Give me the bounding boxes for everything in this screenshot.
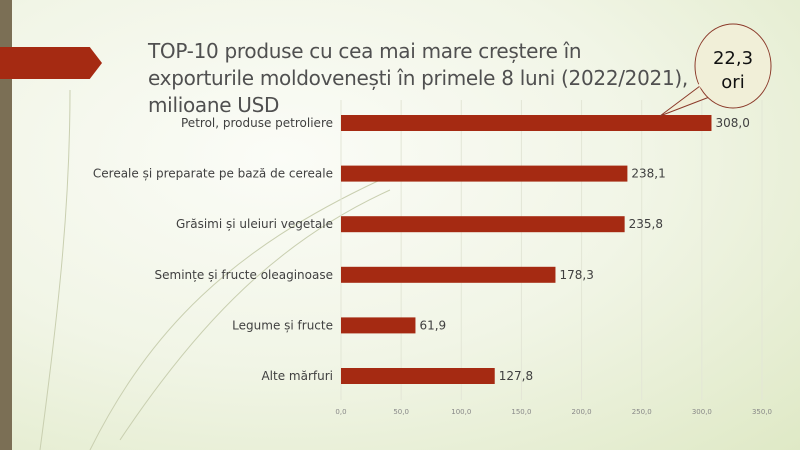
data-label: 178,3 bbox=[559, 268, 593, 282]
x-tick-label: 200,0 bbox=[572, 408, 592, 416]
chart-title: TOP-10 produse cu cea mai mare creștere … bbox=[148, 39, 688, 117]
bar bbox=[341, 317, 416, 334]
x-tick-label: 0,0 bbox=[335, 408, 346, 416]
x-tick-label: 100,0 bbox=[451, 408, 471, 416]
data-label: 235,8 bbox=[629, 217, 663, 231]
x-tick-label: 250,0 bbox=[632, 408, 652, 416]
x-tick-label: 150,0 bbox=[511, 408, 531, 416]
x-tick-label: 350,0 bbox=[752, 408, 772, 416]
bar bbox=[341, 216, 625, 233]
data-label: 61,9 bbox=[419, 318, 446, 332]
callout-unit: ori bbox=[721, 72, 744, 93]
x-tick-label: 300,0 bbox=[692, 408, 712, 416]
callout-tail bbox=[659, 85, 713, 117]
category-label: Petrol, produse petroliere bbox=[181, 116, 333, 130]
category-label: Grăsimi și uleiuri vegetale bbox=[176, 217, 333, 231]
data-label: 127,8 bbox=[499, 369, 533, 383]
left-stripe bbox=[0, 0, 12, 450]
callout-value: 22,3 bbox=[713, 48, 753, 69]
category-label: Alte mărfuri bbox=[261, 369, 333, 383]
category-label: Semințe și fructe oleaginoase bbox=[155, 268, 334, 282]
category-label: Cereale și preparate pe bază de cereale bbox=[93, 167, 333, 181]
decorative-curves bbox=[39, 89, 391, 450]
data-label: 308,0 bbox=[715, 116, 749, 130]
bar bbox=[341, 368, 495, 384]
bar bbox=[341, 165, 628, 182]
data-label: 238,1 bbox=[631, 167, 665, 181]
x-tick-label: 50,0 bbox=[393, 408, 409, 416]
bar bbox=[341, 115, 712, 131]
callout-bubble bbox=[694, 23, 772, 109]
category-label: Legume și fructe bbox=[232, 318, 333, 332]
title-arrow-banner bbox=[0, 47, 102, 79]
bar bbox=[341, 266, 556, 283]
